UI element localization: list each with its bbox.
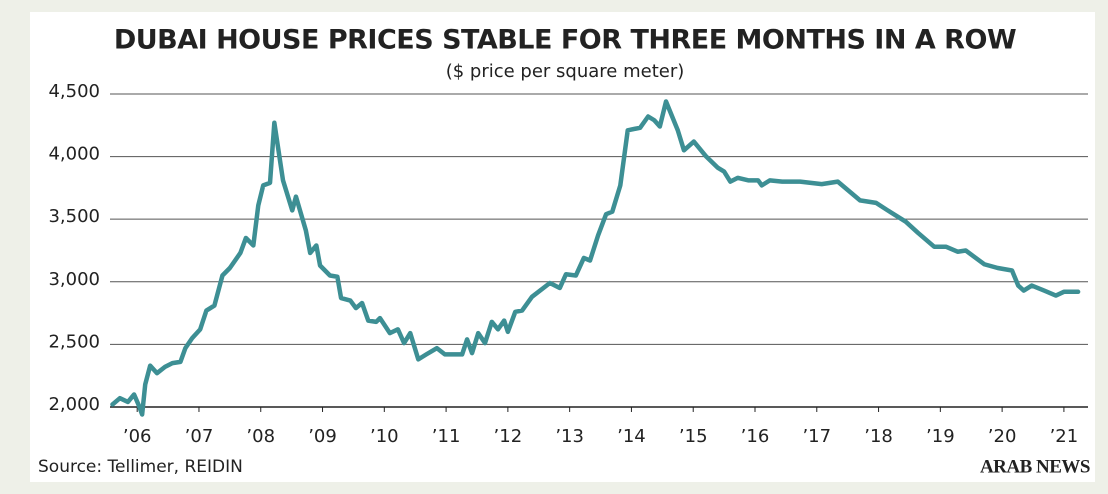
x-tick-label: ’19 <box>926 426 955 447</box>
y-tick-label: 2,000 <box>48 394 100 415</box>
y-tick-label: 2,500 <box>48 331 100 352</box>
x-tick-label: ’20 <box>988 426 1017 447</box>
x-tick-label: ’21 <box>1050 426 1079 447</box>
x-tick-label: ’08 <box>246 426 275 447</box>
chart-panel <box>30 12 1095 482</box>
y-tick-label: 3,500 <box>48 206 100 227</box>
x-tick-label: ’14 <box>617 426 646 447</box>
y-tick-label: 4,500 <box>48 81 100 102</box>
x-tick-label: ’11 <box>432 426 461 447</box>
x-tick-label: ’13 <box>555 426 584 447</box>
y-tick-label: 4,000 <box>48 144 100 165</box>
x-tick-label: ’10 <box>370 426 399 447</box>
x-tick-label: ’06 <box>123 426 152 447</box>
x-tick-label: ’17 <box>802 426 831 447</box>
publisher-logo: ARAB NEWS <box>980 456 1090 477</box>
x-tick-label: ’16 <box>741 426 770 447</box>
price-line <box>110 99 1081 417</box>
x-tick-label: ’18 <box>864 426 893 447</box>
chart-subtitle: ($ price per square meter) <box>446 61 685 82</box>
x-tick-label: ’12 <box>494 426 523 447</box>
y-tick-label: 3,000 <box>48 269 100 290</box>
chart-title: DUBAI HOUSE PRICES STABLE FOR THREE MONT… <box>114 25 1016 56</box>
x-tick-label: ’07 <box>185 426 214 447</box>
x-tick-label: ’15 <box>679 426 708 447</box>
source-note: Source: Tellimer, REIDIN <box>38 457 243 477</box>
x-tick-label: ’09 <box>308 426 337 447</box>
